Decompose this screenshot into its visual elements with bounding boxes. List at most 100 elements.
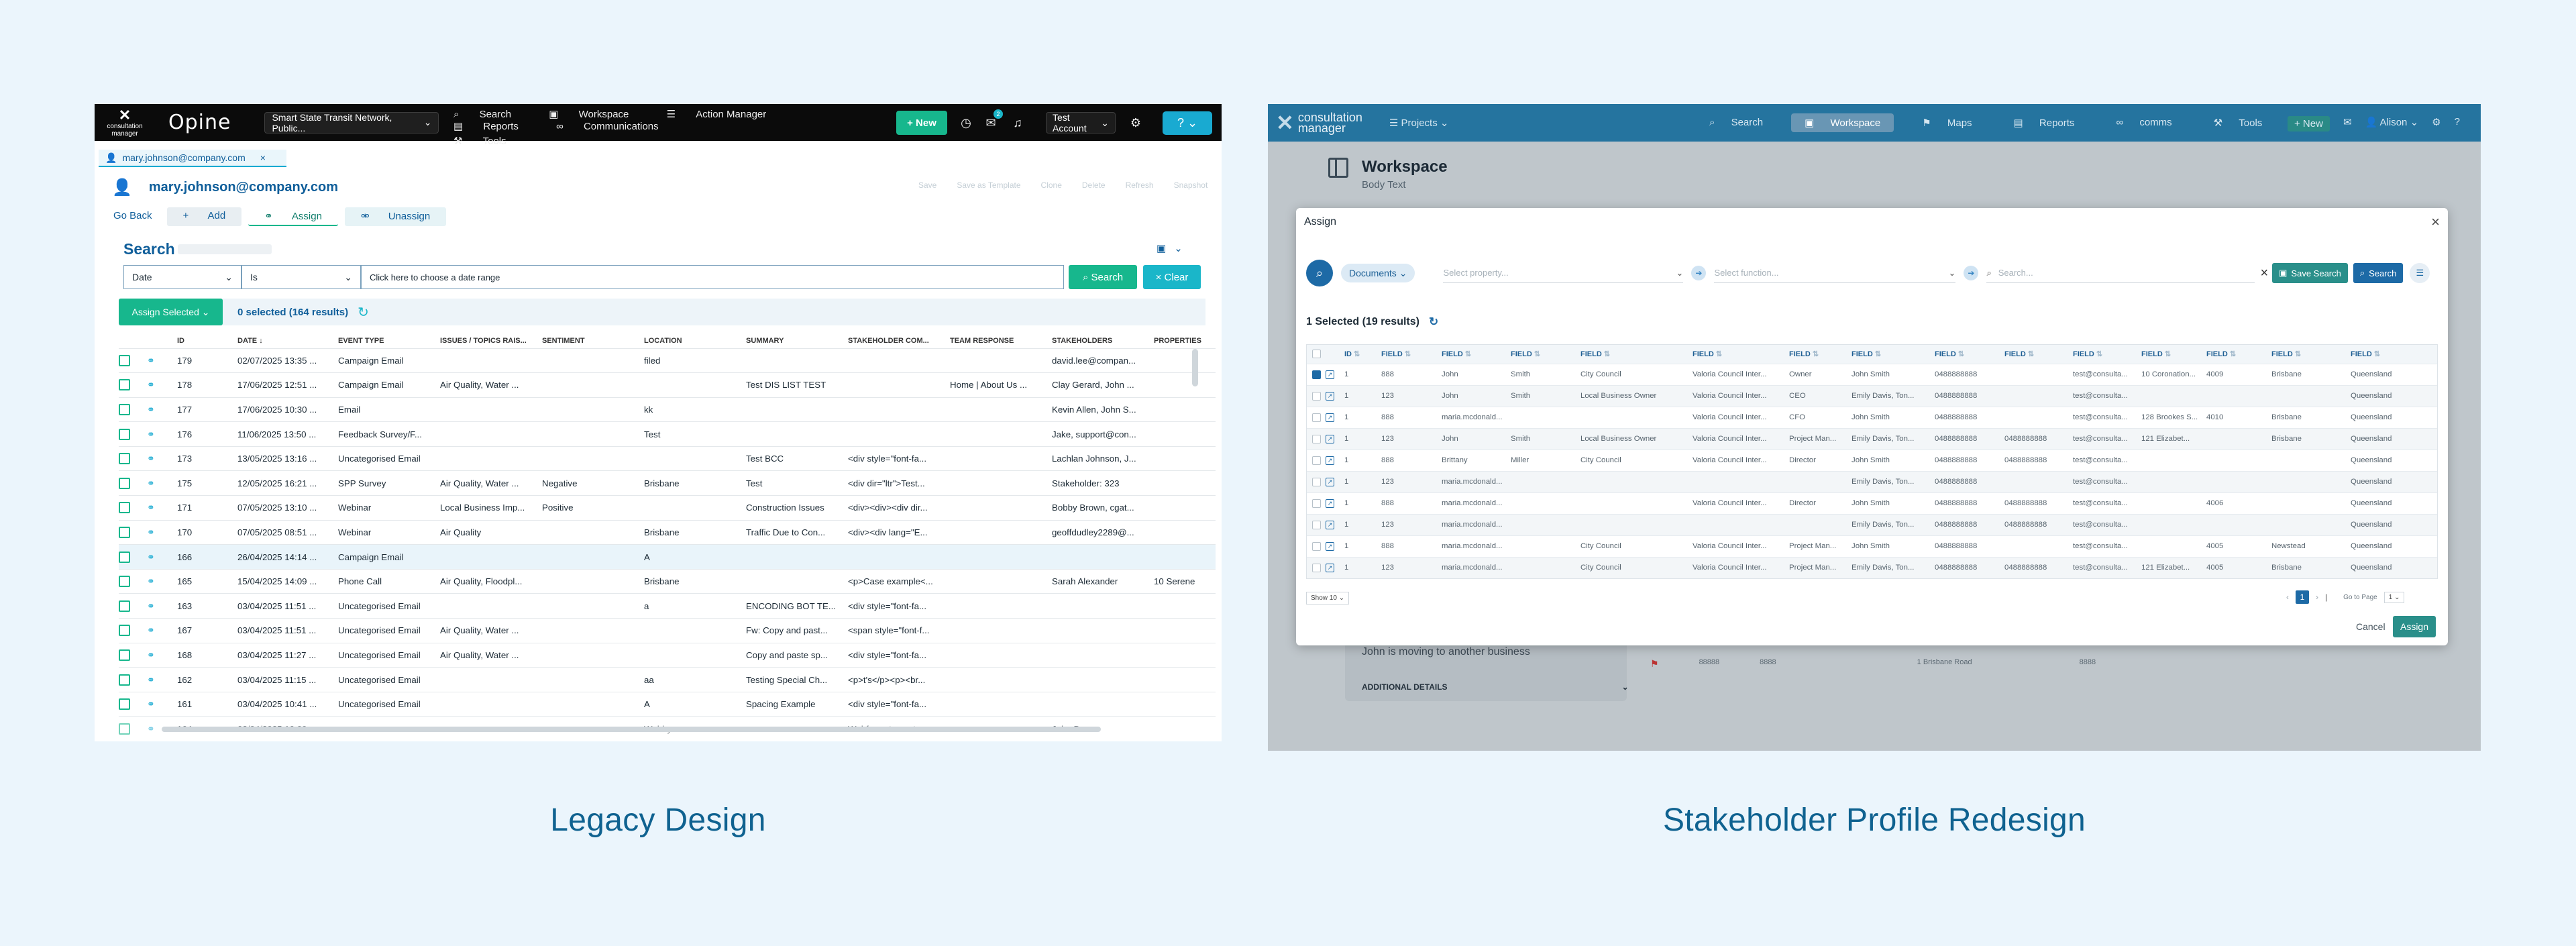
row-checkbox[interactable] (119, 526, 130, 538)
menu-tools[interactable]: ⚒ Tools (453, 135, 524, 147)
delete-button[interactable]: Delete (1081, 180, 1106, 190)
row-checkbox[interactable] (119, 354, 130, 366)
table-row[interactable]: ⚭ 168 03/04/2025 11:27 ... Uncategorised Em… (119, 642, 1216, 668)
assign-selected-button[interactable]: Assign Selected ⌄ (119, 299, 223, 325)
refresh-icon[interactable]: ↻ (358, 305, 369, 320)
table-row[interactable]: ↗ 1 123 John Smith Local Business Owner Valori… (1307, 384, 2437, 407)
row-checkbox[interactable] (1312, 520, 1321, 529)
refresh-icon[interactable]: ↻ (1428, 315, 1439, 328)
table-row[interactable]: ⚭ 178 17/06/2025 12:51 ... Campaign Email Ai… (119, 372, 1216, 398)
column-header[interactable]: PROPERTIES (1154, 336, 1201, 345)
gear-icon[interactable]: ⚙ (2432, 117, 2441, 128)
cancel-button[interactable]: Cancel (2356, 621, 2385, 632)
table-row[interactable]: ⚭ 179 02/07/2025 13:35 ... Campaign Email fi… (119, 348, 1216, 373)
table-row[interactable]: ⚭ 161 03/04/2025 10:41 ... Uncategorised Em… (119, 691, 1216, 717)
mail-icon[interactable]: ✉ (2343, 117, 2352, 128)
row-checkbox[interactable] (119, 698, 130, 711)
open-link-icon[interactable]: ↗ (1326, 498, 1334, 508)
menu-action-manager[interactable]: ☰ Action Manager (667, 108, 784, 120)
column-header[interactable]: FIELD ⇅ (1693, 345, 1789, 364)
link-icon[interactable]: ⚭ (147, 453, 155, 464)
row-checkbox[interactable] (119, 403, 130, 415)
consultation-manager-logo[interactable]: ✕ consultation manager (101, 107, 148, 138)
row-checkbox[interactable] (119, 649, 130, 661)
clone-button[interactable]: Clone (1040, 180, 1062, 190)
column-header[interactable]: FIELD ⇅ (1789, 345, 1851, 364)
table-row[interactable]: ⚭ 171 07/05/2025 13:10 ... Webinar Local Bus… (119, 495, 1216, 521)
vertical-scrollbar[interactable] (1192, 349, 1198, 386)
table-row[interactable]: ⚭ 176 11/06/2025 13:50 ... Feedback Survey/… (119, 421, 1216, 447)
table-row[interactable]: ⚭ 166 26/04/2025 14:14 ... Campaign Email A (119, 544, 1216, 570)
clear-search-icon[interactable]: × (2260, 265, 2269, 280)
search-button[interactable]: ⌕ Search (2353, 263, 2404, 283)
table-row[interactable]: ⚭ 170 07/05/2025 08:51 ... Webinar Air Quali… (119, 519, 1216, 545)
menu-search[interactable]: ⌕ Search (1696, 113, 1776, 132)
chevron-down-icon[interactable]: ⌄ (1174, 243, 1183, 254)
clear-button[interactable]: × Clear (1143, 265, 1201, 289)
menu-workspace[interactable]: ▣ Workspace (549, 108, 646, 120)
open-link-icon[interactable]: ↗ (1326, 370, 1334, 379)
row-checkbox[interactable] (1312, 477, 1321, 486)
projects-menu[interactable]: ☰ Projects ⌄ (1389, 117, 1449, 129)
link-icon[interactable]: ⚭ (147, 625, 155, 636)
tab-assign[interactable]: ⚭ Assign (248, 207, 338, 226)
open-link-icon[interactable]: ↗ (1326, 563, 1334, 572)
menu-reports[interactable]: ▤ Reports (453, 120, 536, 132)
current-page[interactable]: 1 (2296, 590, 2309, 604)
column-header[interactable]: LOCATION (644, 336, 682, 345)
column-header[interactable]: FIELD ⇅ (1935, 345, 2004, 364)
table-row[interactable]: ⚭ 165 15/04/2025 14:09 ... Phone Call Air Qu… (119, 568, 1216, 594)
tab-unassign[interactable]: ⚮ Unassign (344, 207, 447, 226)
menu-search[interactable]: ⌕ Search (453, 109, 529, 120)
column-header[interactable]: FIELD ⇅ (1851, 345, 1935, 364)
row-checkbox[interactable] (119, 477, 130, 489)
save-as-template-button[interactable]: Save as Template (957, 180, 1021, 190)
menu-tools[interactable]: ⚒ Tools (2200, 113, 2276, 132)
additional-details-toggle[interactable]: ADDITIONAL DETAILS ⌄ (1362, 682, 1629, 692)
column-header[interactable]: FIELD ⇅ (2141, 345, 2206, 364)
row-checkbox[interactable] (119, 453, 130, 465)
close-icon[interactable]: × (260, 152, 266, 163)
menu-reports[interactable]: ▤ Reports (2000, 113, 2088, 132)
table-row[interactable]: ↗ 1 123 maria.mcdonald... Emily Davis, Ton..… (1307, 513, 2437, 535)
user-menu[interactable]: 👤 Alison ⌄ (2365, 116, 2419, 132)
search-input[interactable]: ⌕ Search... (1986, 263, 2255, 283)
column-header[interactable]: FIELD ⇅ (1442, 345, 1511, 364)
search-button[interactable]: ⌕ Search (1069, 265, 1137, 289)
column-header[interactable]: STAKEHOLDERS (1052, 336, 1113, 345)
table-row[interactable]: ↗ 1 888 maria.mcdonald... City Council Valori… (1307, 535, 2437, 557)
next-page-icon[interactable]: › (2316, 592, 2318, 602)
column-header[interactable]: TEAM RESPONSE (950, 336, 1014, 345)
function-select[interactable]: Select function... ⌄ (1714, 263, 1956, 283)
row-checkbox[interactable] (1312, 563, 1321, 572)
column-header[interactable]: STAKEHOLDER COM... (848, 336, 929, 345)
filter-field-select[interactable]: Date ⌄ (123, 265, 241, 289)
table-row[interactable]: ⚭ 173 13/05/2025 13:16 ... Uncategorised Em… (119, 445, 1216, 471)
link-icon[interactable]: ⚭ (147, 698, 155, 710)
link-icon[interactable]: ⚭ (147, 576, 155, 587)
table-row[interactable]: ↗ 1 123 maria.mcdonald... Emily Davis, Ton..… (1307, 470, 2437, 492)
save-button[interactable]: Save (918, 180, 937, 190)
column-header[interactable]: FIELD ⇅ (2351, 345, 2437, 364)
menu-communications[interactable]: ∞ Communications (556, 121, 676, 132)
link-icon[interactable]: ⚭ (147, 526, 155, 537)
record-tab[interactable]: 👤 mary.johnson@company.com × (99, 150, 286, 167)
gear-icon[interactable]: ⚙ (1130, 115, 1142, 129)
column-header[interactable]: SENTIMENT (542, 336, 585, 345)
table-row[interactable]: ↗ 1 888 Brittany Miller City Council Valoria C… (1307, 449, 2437, 471)
refresh-button[interactable]: Refresh (1125, 180, 1154, 190)
filter-icon[interactable]: ☰ (2410, 263, 2430, 283)
close-icon[interactable]: × (2431, 213, 2440, 230)
row-checkbox[interactable] (1312, 434, 1321, 443)
column-header[interactable]: FIELD ⇅ (1580, 345, 1693, 364)
link-icon[interactable]: ⚭ (147, 649, 155, 660)
open-link-icon[interactable]: ↗ (1326, 391, 1334, 401)
menu-maps[interactable]: ⚑ Maps (1909, 113, 1985, 132)
link-icon[interactable]: ⚭ (147, 723, 155, 734)
clock-icon[interactable]: ◷ (961, 115, 971, 129)
open-link-icon[interactable]: ↗ (1326, 434, 1334, 443)
open-link-icon[interactable]: ↗ (1326, 520, 1334, 529)
column-header[interactable]: ID (177, 336, 184, 345)
row-checkbox[interactable] (119, 576, 130, 588)
table-row[interactable]: ↗ 1 123 maria.mcdonald... City Council Valori… (1307, 556, 2437, 578)
